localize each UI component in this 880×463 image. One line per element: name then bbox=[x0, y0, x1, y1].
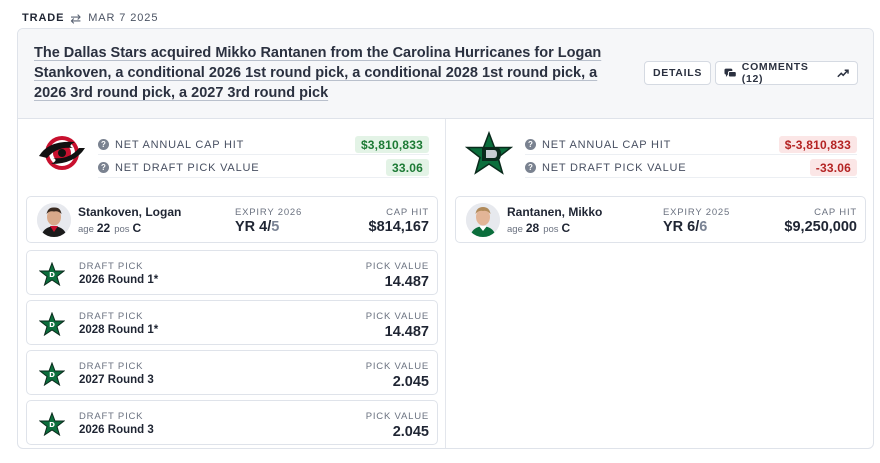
left-net-pick-value: 33.06 bbox=[385, 159, 429, 176]
player-meta: age 28 pos C bbox=[507, 221, 574, 235]
age-label: age bbox=[507, 224, 523, 235]
svg-text:D: D bbox=[49, 371, 55, 379]
dallas-logo-icon bbox=[464, 130, 514, 175]
player-position: C bbox=[561, 221, 571, 235]
player-cap-hit: $9,250,000 bbox=[784, 219, 857, 235]
player-name[interactable]: Rantanen, Mikko bbox=[507, 205, 603, 219]
contract-year-total: 6 bbox=[699, 219, 708, 235]
cap-hit-label: CAP HIT bbox=[814, 207, 857, 218]
dallas-stars-logo-icon: D bbox=[39, 362, 65, 386]
help-icon[interactable]: ? bbox=[525, 139, 536, 150]
contract-year-current: YR 6/ bbox=[663, 219, 700, 235]
right-net-cap-hit-value: $-3,810,833 bbox=[778, 136, 857, 153]
swap-arrows-icon: ⇄ bbox=[70, 10, 83, 26]
trade-card: The Dallas Stars acquired Mikko Rantanen… bbox=[17, 28, 874, 449]
trade-headline-panel: The Dallas Stars acquired Mikko Rantanen… bbox=[18, 29, 873, 119]
comment-bubble-icon bbox=[724, 68, 737, 77]
expiry-label: EXPIRY 2025 bbox=[663, 207, 731, 218]
svg-text:D: D bbox=[49, 271, 55, 279]
pos-label: pos bbox=[114, 224, 130, 235]
pick-value-label: PICK VALUE bbox=[365, 361, 429, 372]
draft-pick-name: 2028 Round 1* bbox=[79, 324, 159, 336]
pick-value-label: PICK VALUE bbox=[365, 411, 429, 422]
player-name[interactable]: Stankoven, Logan bbox=[78, 205, 182, 219]
dallas-stars-logo-icon: D bbox=[39, 312, 65, 336]
draft-pick-label: DRAFT PICK bbox=[79, 411, 144, 422]
contract-year-total: 5 bbox=[271, 219, 280, 235]
svg-text:D: D bbox=[49, 321, 55, 329]
age-label: age bbox=[78, 224, 94, 235]
pick-value-label: PICK VALUE bbox=[365, 311, 429, 322]
pos-label: pos bbox=[543, 224, 559, 235]
player-meta: age 22 pos C bbox=[78, 221, 145, 235]
trade-date: MAR 7 2025 bbox=[88, 12, 159, 24]
left-net-cap-hit-value: $3,810,833 bbox=[354, 136, 429, 153]
column-divider bbox=[445, 119, 446, 448]
draft-pick-name: 2026 Round 1* bbox=[79, 274, 159, 286]
draft-pick-card[interactable]: D DRAFT PICK 2026 Round 3 PICK VALUE 2.0… bbox=[26, 400, 438, 445]
carolina-logo-icon bbox=[37, 134, 87, 172]
player-age: 28 bbox=[525, 221, 540, 235]
draft-pick-label: DRAFT PICK bbox=[79, 311, 144, 322]
pick-value: 14.487 bbox=[384, 324, 429, 340]
right-net-pick-value-row: ? NET DRAFT PICK VALUE -33.06 bbox=[525, 158, 857, 178]
contract-year: YR 6/6 bbox=[663, 219, 707, 235]
left-net-pick-value-row: ? NET DRAFT PICK VALUE 33.06 bbox=[98, 158, 429, 178]
player-avatar bbox=[466, 203, 500, 237]
draft-pick-label: DRAFT PICK bbox=[79, 361, 144, 372]
player-avatar bbox=[37, 203, 71, 237]
expiry-label: EXPIRY 2026 bbox=[235, 207, 303, 218]
svg-text:D: D bbox=[49, 421, 55, 429]
comments-label: COMMENTS (12) bbox=[741, 61, 809, 85]
pick-value: 2.045 bbox=[392, 374, 429, 390]
draft-pick-card[interactable]: D DRAFT PICK 2028 Round 1* PICK VALUE 14… bbox=[26, 300, 438, 345]
player-card-rantanen[interactable]: Rantanen, Mikko age 28 pos C EXPIRY 2025 YR… bbox=[455, 196, 866, 243]
left-net-cap-hit-row: ? NET ANNUAL CAP HIT $3,810,833 bbox=[98, 135, 429, 155]
player-age: 22 bbox=[96, 221, 111, 235]
pick-value: 2.045 bbox=[392, 424, 429, 440]
pick-value-label: PICK VALUE bbox=[365, 261, 429, 272]
dallas-stars-logo-icon: D bbox=[39, 412, 65, 436]
help-icon[interactable]: ? bbox=[98, 162, 109, 173]
draft-pick-label: DRAFT PICK bbox=[79, 261, 144, 272]
right-net-pick-value: -33.06 bbox=[809, 159, 857, 176]
contract-year-current: YR 4/ bbox=[235, 219, 272, 235]
trending-up-icon bbox=[837, 69, 849, 77]
draft-pick-card[interactable]: D DRAFT PICK 2026 Round 1* PICK VALUE 14… bbox=[26, 250, 438, 295]
net-cap-hit-label: NET ANNUAL CAP HIT bbox=[542, 138, 672, 151]
net-draft-pick-value-label: NET DRAFT PICK VALUE bbox=[115, 161, 260, 174]
right-net-cap-hit-row: ? NET ANNUAL CAP HIT $-3,810,833 bbox=[525, 135, 857, 155]
draft-pick-name: 2027 Round 3 bbox=[79, 374, 154, 386]
contract-year: YR 4/5 bbox=[235, 219, 279, 235]
cap-hit-label: CAP HIT bbox=[386, 207, 429, 218]
trade-header: TRADE ⇄ MAR 7 2025 bbox=[22, 10, 158, 26]
comments-button[interactable]: COMMENTS (12) bbox=[715, 61, 858, 85]
help-icon[interactable]: ? bbox=[525, 162, 536, 173]
dallas-stars-logo-icon: D bbox=[39, 262, 65, 286]
trade-type-label: TRADE bbox=[22, 12, 65, 24]
net-cap-hit-label: NET ANNUAL CAP HIT bbox=[115, 138, 245, 151]
trade-headline[interactable]: The Dallas Stars acquired Mikko Rantanen… bbox=[34, 45, 602, 101]
player-card-stankoven[interactable]: Stankoven, Logan age 22 pos C EXPIRY 2026 Y… bbox=[26, 196, 438, 243]
pick-value: 14.487 bbox=[384, 274, 429, 290]
player-position: C bbox=[132, 221, 142, 235]
net-draft-pick-value-label: NET DRAFT PICK VALUE bbox=[542, 161, 687, 174]
help-icon[interactable]: ? bbox=[98, 139, 109, 150]
draft-pick-card[interactable]: D DRAFT PICK 2027 Round 3 PICK VALUE 2.0… bbox=[26, 350, 438, 395]
draft-pick-name: 2026 Round 3 bbox=[79, 424, 154, 436]
player-cap-hit: $814,167 bbox=[368, 219, 429, 235]
details-button[interactable]: DETAILS bbox=[644, 61, 711, 85]
